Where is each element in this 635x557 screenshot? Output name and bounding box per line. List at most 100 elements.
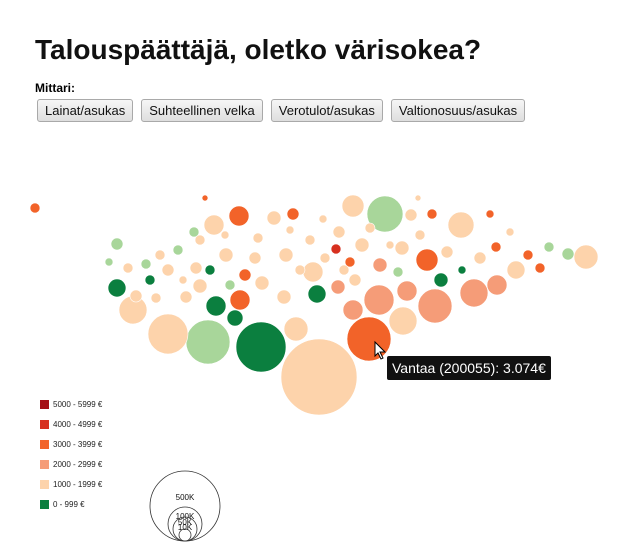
bubble (150, 292, 162, 304)
metric-button[interactable]: Verotulot/asukas (270, 99, 383, 122)
cursor (374, 340, 387, 360)
bubble (201, 194, 209, 202)
bubble (338, 264, 350, 276)
bubble (205, 295, 227, 317)
bubble (276, 289, 292, 305)
bubble (218, 247, 234, 263)
bubble (485, 209, 495, 219)
bubble (278, 247, 294, 263)
bubble (392, 266, 404, 278)
bubble (426, 208, 438, 220)
bubble (194, 234, 206, 246)
bubble (192, 278, 208, 294)
legend-label: 1000 - 1999 € (53, 480, 103, 489)
bubble (348, 273, 362, 287)
bubble (286, 207, 300, 221)
bubble (283, 316, 309, 342)
bubble (110, 237, 124, 251)
bubble (505, 227, 515, 237)
bubble (238, 268, 252, 282)
legend-label: 2000 - 2999 € (53, 460, 103, 469)
bubble (490, 241, 502, 253)
legend-label: 4000 - 4999 € (53, 420, 103, 429)
bubble (415, 248, 439, 272)
bubble (140, 258, 152, 270)
bubble (266, 210, 282, 226)
bubble (122, 262, 134, 274)
bubble (319, 252, 331, 264)
bubble (330, 279, 346, 295)
bubble (344, 256, 356, 268)
bubble (385, 240, 395, 250)
legend-label: 3000 - 3999 € (53, 440, 103, 449)
bubble (188, 226, 200, 238)
bubble (354, 237, 370, 253)
metric-buttons: Lainat/asukas Suhteellinen velka Verotul… (37, 99, 526, 122)
metric-button[interactable]: Valtionosuus/asukas (390, 99, 526, 122)
bubble (394, 240, 410, 256)
bubble (161, 263, 175, 277)
bubble (204, 264, 216, 276)
metric-button[interactable]: Lainat/asukas (37, 99, 134, 122)
metric-label: Mittari: (35, 81, 75, 95)
legend-label: 0 - 999 € (53, 500, 85, 509)
bubble (404, 208, 418, 222)
tooltip: Vantaa (200055): 3.074€ (387, 356, 551, 380)
bubble (440, 245, 454, 259)
size-circle (178, 528, 192, 542)
bubble (486, 274, 508, 296)
size-label: 500K (176, 493, 195, 502)
bubble (302, 261, 324, 283)
bubble (220, 230, 230, 240)
bubble (473, 251, 487, 265)
legend-swatch (40, 460, 49, 469)
legend-swatch (40, 440, 49, 449)
size-label: 10K (178, 523, 193, 532)
bubble (104, 257, 114, 267)
bubble (29, 202, 41, 214)
bubble (543, 241, 555, 253)
bubble (506, 260, 526, 280)
metric-button[interactable]: Suhteellinen velka (141, 99, 263, 122)
bubble (172, 244, 184, 256)
bubble (294, 264, 306, 276)
legend-swatch (40, 480, 49, 489)
bubble (154, 249, 166, 261)
bubble (414, 229, 426, 241)
bubble (459, 278, 489, 308)
bubble (341, 194, 365, 218)
bubble (457, 265, 467, 275)
bubble (561, 247, 575, 261)
bubble (147, 313, 189, 355)
bubble (318, 214, 328, 224)
legend-label: 5000 - 5999 € (53, 400, 103, 409)
legend-swatch (40, 420, 49, 429)
bubble (364, 222, 376, 234)
bubble (534, 262, 546, 274)
bubble (433, 272, 449, 288)
bubble (224, 279, 236, 291)
bubble (522, 249, 534, 261)
bubble (144, 274, 156, 286)
bubble (248, 251, 262, 265)
bubble (447, 211, 475, 239)
bubble (363, 284, 395, 316)
bubble (366, 195, 404, 233)
legend-swatch (40, 500, 49, 509)
size-label: 100K (176, 512, 195, 521)
bubble (178, 275, 188, 285)
bubble (307, 284, 327, 304)
bubble (185, 319, 231, 365)
bubble (417, 288, 453, 324)
bubble (342, 299, 364, 321)
bubble (330, 243, 342, 255)
bubble (229, 289, 251, 311)
bubble (179, 290, 193, 304)
bubble (388, 306, 418, 336)
bubble (304, 234, 316, 246)
bubble (235, 321, 287, 373)
bubble (396, 280, 418, 302)
bubble (203, 214, 225, 236)
